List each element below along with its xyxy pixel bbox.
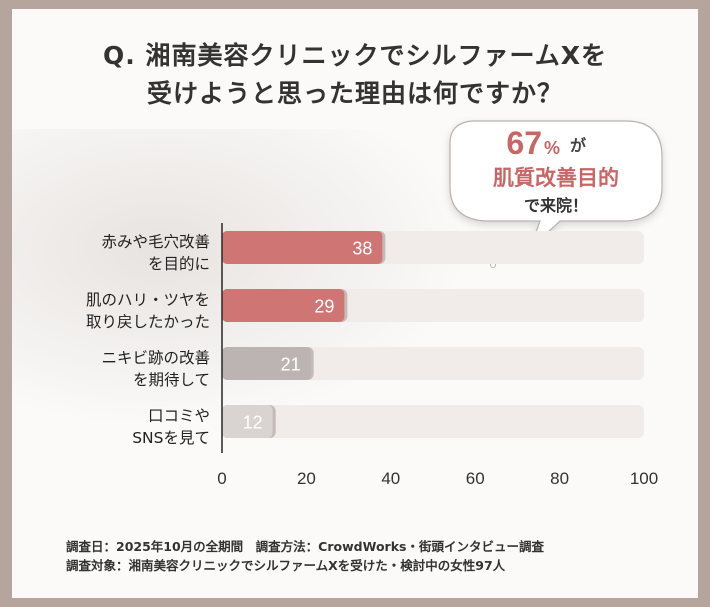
x-tick-label: 40 xyxy=(381,469,400,488)
survey-card: Q. 湘南美容クリニックでシルファームXを 受けようと思った理由は何ですか？ 6… xyxy=(12,9,698,598)
x-tick-label: 60 xyxy=(466,469,485,488)
x-tick-label: 80 xyxy=(550,469,569,488)
bar-chart: 67 % が 肌質改善目的 で来院！ 38 赤みや毛穴改善を目的に 29 肌のハリ・ツ… xyxy=(86,120,663,488)
callout-ga: が xyxy=(570,136,586,155)
bar-value-label: 12 xyxy=(243,413,263,433)
bar xyxy=(222,231,383,264)
bar-value-label: 21 xyxy=(281,355,301,375)
callout-line2: 肌質改善目的 xyxy=(493,166,619,190)
bar-track xyxy=(222,405,644,438)
bar xyxy=(222,405,273,438)
bar-track xyxy=(222,347,644,380)
x-tick-label: 100 xyxy=(630,469,658,488)
category-label: 口コミや SNSを見て xyxy=(132,407,210,447)
callout-line3: で来院！ xyxy=(524,196,588,215)
footnote-line1: 調査日：2025年10月の全期間 調査方法：CrowdWorks・街頭インタビュ… xyxy=(66,539,544,554)
bar xyxy=(222,289,345,322)
callout-percent-unit: % xyxy=(544,138,560,158)
x-tick-label: 20 xyxy=(297,469,316,488)
x-tick-label: 0 xyxy=(217,469,226,488)
category-label: ニキビ跡の改善を期待して xyxy=(101,349,210,389)
category-label: 肌のハリ・ツヤを取り戻したかった xyxy=(86,291,210,331)
bar-value-label: 29 xyxy=(314,297,334,317)
bar-value-label: 38 xyxy=(352,239,372,259)
callout-percent: 67 xyxy=(506,125,542,161)
chart-title: Q. 湘南美容クリニックでシルファームXを 受けようと思った理由は何ですか？ xyxy=(103,41,607,108)
footnote-line2: 調査対象：湘南美容クリニックでシルファームXを受けた・検討中の女性97人 xyxy=(66,558,506,573)
category-label: 赤みや毛穴改善を目的に xyxy=(101,233,210,273)
footnote: 調査日：2025年10月の全期間 調査方法：CrowdWorks・街頭インタビュ… xyxy=(66,537,544,575)
bar xyxy=(222,347,311,380)
